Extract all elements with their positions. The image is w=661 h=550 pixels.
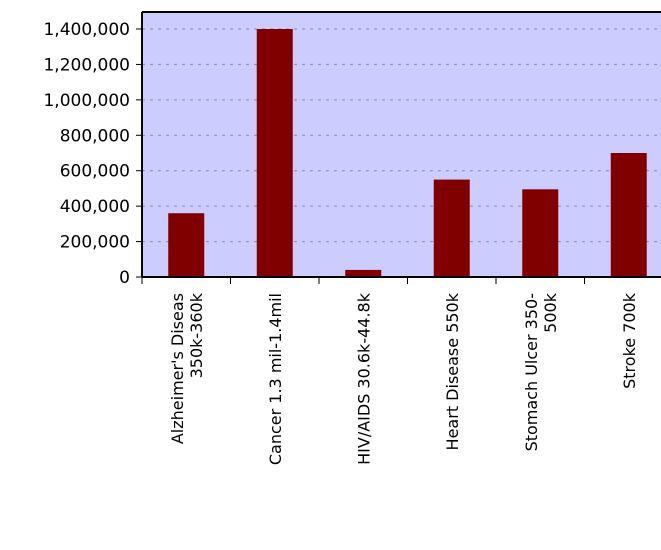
y-tick-label: 400,000 xyxy=(60,197,130,217)
bar xyxy=(610,153,647,277)
bar xyxy=(345,269,382,277)
x-axis-ticks: Alzheimer's Diseas350k-360k Cancer 1.3 mi… xyxy=(141,277,639,465)
y-axis-ticks: 0 200,000 400,000 600,000 800,000 1,000,000 1,… xyxy=(43,20,142,288)
x-category-label: HIV/AIDS 30.6k-44.8k xyxy=(354,292,373,465)
bar xyxy=(256,29,293,277)
y-tick-label: 0 xyxy=(119,268,130,288)
plot-area xyxy=(142,12,661,277)
bar xyxy=(433,179,470,277)
bar xyxy=(522,189,559,277)
x-category-label: Stroke 700k xyxy=(620,292,639,389)
axes xyxy=(141,11,661,278)
y-tick-label: 1,200,000 xyxy=(43,55,130,75)
x-category-label: Heart Disease 550k xyxy=(443,292,462,450)
bars xyxy=(168,29,647,277)
y-tick-label: 1,400,000 xyxy=(43,20,130,40)
y-tick-label: 200,000 xyxy=(60,233,130,253)
x-category-label: Stomach Ulcer 350-500k xyxy=(522,292,560,451)
y-tick-label: 600,000 xyxy=(60,162,130,182)
x-category-label: Cancer 1.3 mil-1.4mil xyxy=(266,293,285,465)
x-category-label: Alzheimer's Diseas350k-360k xyxy=(168,292,206,444)
bar xyxy=(168,213,205,277)
y-tick-label: 800,000 xyxy=(60,126,130,146)
gridlines xyxy=(142,28,661,243)
y-tick-label: 1,000,000 xyxy=(43,91,130,111)
